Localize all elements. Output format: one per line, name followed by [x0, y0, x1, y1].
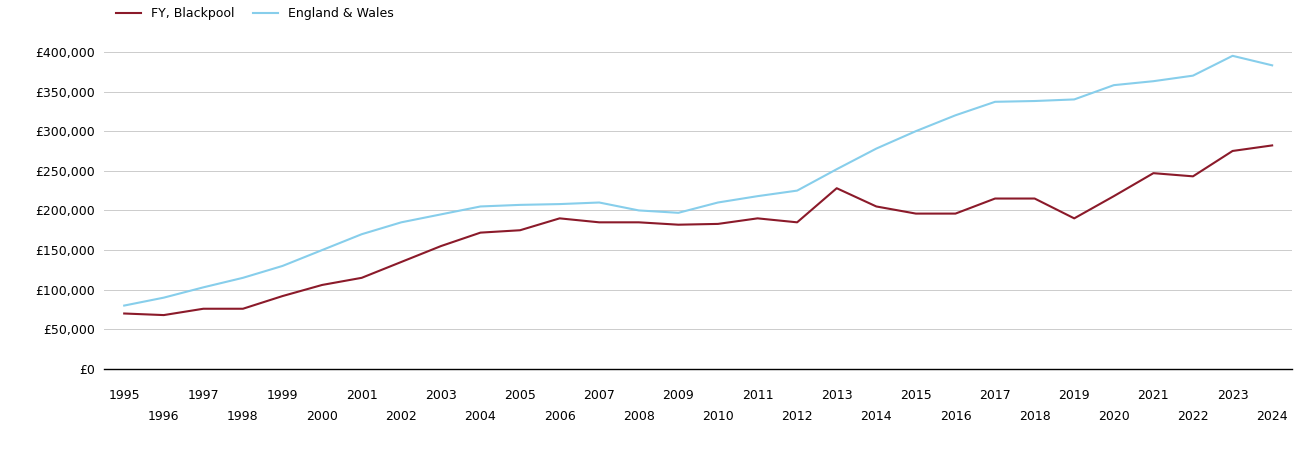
FY, Blackpool: [315, 282, 330, 288]
Text: 2018: 2018: [1019, 410, 1051, 423]
England & Wales: [1066, 97, 1082, 102]
Text: 1997: 1997: [188, 389, 219, 402]
FY, Blackpool: [472, 230, 488, 235]
Text: 2004: 2004: [465, 410, 496, 423]
England & Wales: [235, 275, 251, 280]
FY, Blackpool: [710, 221, 726, 227]
Text: 2013: 2013: [821, 389, 852, 402]
England & Wales: [790, 188, 805, 194]
Text: 2024: 2024: [1257, 410, 1288, 423]
Legend: FY, Blackpool, England & Wales: FY, Blackpool, England & Wales: [111, 2, 398, 25]
Text: 2008: 2008: [622, 410, 655, 423]
Text: 2019: 2019: [1058, 389, 1090, 402]
England & Wales: [315, 248, 330, 253]
FY, Blackpool: [433, 243, 449, 249]
England & Wales: [908, 128, 924, 134]
England & Wales: [472, 204, 488, 209]
Text: 2010: 2010: [702, 410, 733, 423]
FY, Blackpool: [790, 220, 805, 225]
England & Wales: [196, 285, 211, 290]
England & Wales: [354, 231, 369, 237]
FY, Blackpool: [196, 306, 211, 311]
FY, Blackpool: [988, 196, 1004, 201]
England & Wales: [155, 295, 171, 300]
FY, Blackpool: [1066, 216, 1082, 221]
England & Wales: [1185, 73, 1201, 78]
England & Wales: [1105, 82, 1121, 88]
FY, Blackpool: [908, 211, 924, 216]
FY, Blackpool: [1146, 171, 1161, 176]
Text: 2021: 2021: [1138, 389, 1169, 402]
England & Wales: [710, 200, 726, 205]
Text: 1998: 1998: [227, 410, 258, 423]
England & Wales: [591, 200, 607, 205]
Line: FY, Blackpool: FY, Blackpool: [124, 145, 1272, 315]
FY, Blackpool: [1265, 143, 1280, 148]
FY, Blackpool: [749, 216, 765, 221]
Text: 1996: 1996: [147, 410, 180, 423]
FY, Blackpool: [1224, 148, 1240, 153]
Text: 2000: 2000: [307, 410, 338, 423]
FY, Blackpool: [552, 216, 568, 221]
FY, Blackpool: [829, 185, 844, 191]
England & Wales: [868, 146, 883, 151]
England & Wales: [275, 263, 291, 269]
Text: 2017: 2017: [979, 389, 1011, 402]
England & Wales: [512, 202, 527, 207]
England & Wales: [671, 210, 686, 216]
England & Wales: [433, 212, 449, 217]
Text: 2002: 2002: [385, 410, 418, 423]
FY, Blackpool: [235, 306, 251, 311]
Text: 2011: 2011: [741, 389, 774, 402]
England & Wales: [988, 99, 1004, 104]
FY, Blackpool: [155, 312, 171, 318]
England & Wales: [552, 202, 568, 207]
Text: 2003: 2003: [425, 389, 457, 402]
England & Wales: [393, 220, 408, 225]
England & Wales: [632, 208, 647, 213]
England & Wales: [1224, 53, 1240, 58]
Text: 2020: 2020: [1098, 410, 1130, 423]
Text: 2012: 2012: [782, 410, 813, 423]
FY, Blackpool: [1185, 174, 1201, 179]
FY, Blackpool: [354, 275, 369, 280]
Text: 2007: 2007: [583, 389, 615, 402]
England & Wales: [1027, 98, 1043, 104]
FY, Blackpool: [947, 211, 963, 216]
FY, Blackpool: [512, 228, 527, 233]
FY, Blackpool: [868, 204, 883, 209]
FY, Blackpool: [1027, 196, 1043, 201]
England & Wales: [1146, 78, 1161, 84]
Text: 2015: 2015: [900, 389, 932, 402]
FY, Blackpool: [632, 220, 647, 225]
FY, Blackpool: [591, 220, 607, 225]
Text: 2014: 2014: [860, 410, 893, 423]
FY, Blackpool: [275, 293, 291, 299]
England & Wales: [947, 112, 963, 118]
Text: 2005: 2005: [504, 389, 536, 402]
FY, Blackpool: [393, 259, 408, 265]
Text: 2022: 2022: [1177, 410, 1208, 423]
Text: 2001: 2001: [346, 389, 377, 402]
England & Wales: [116, 303, 132, 308]
Text: 1995: 1995: [108, 389, 140, 402]
Text: 2006: 2006: [544, 410, 576, 423]
Text: 2023: 2023: [1216, 389, 1249, 402]
FY, Blackpool: [116, 311, 132, 316]
Text: 2016: 2016: [940, 410, 971, 423]
England & Wales: [1265, 63, 1280, 68]
England & Wales: [829, 166, 844, 172]
Text: 2009: 2009: [663, 389, 694, 402]
Text: 1999: 1999: [266, 389, 299, 402]
FY, Blackpool: [671, 222, 686, 227]
England & Wales: [749, 194, 765, 199]
Line: England & Wales: England & Wales: [124, 56, 1272, 306]
FY, Blackpool: [1105, 194, 1121, 199]
